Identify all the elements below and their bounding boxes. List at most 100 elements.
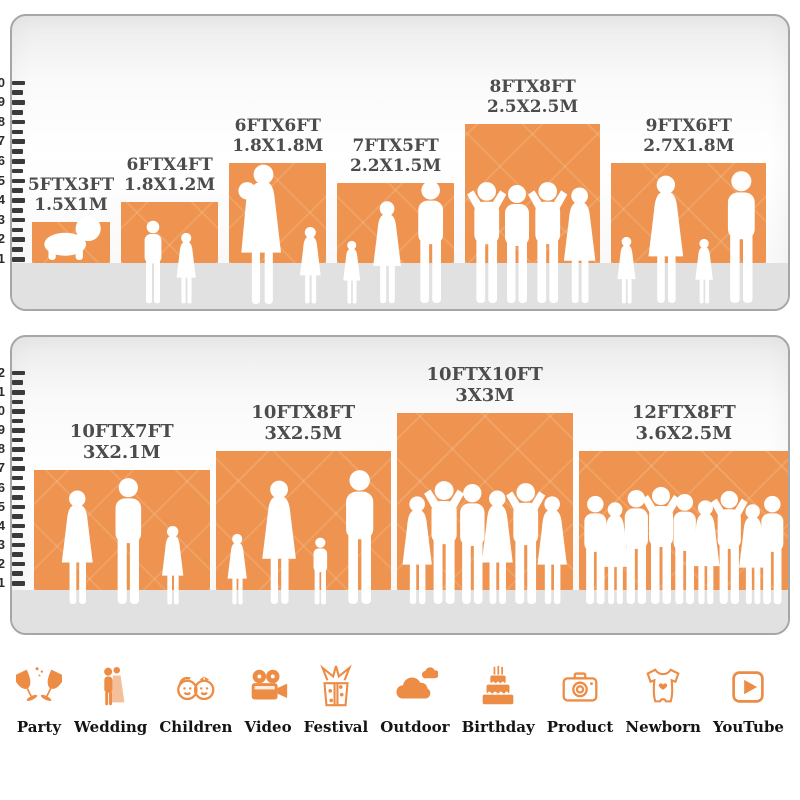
category-label: Product <box>546 718 614 736</box>
ruler-tick-label: 3 <box>0 536 5 552</box>
ruler-tick-label: 8 <box>0 441 5 457</box>
ruler-tick <box>12 504 25 510</box>
backdrop-size-ft: 10FTX10FT <box>426 363 543 385</box>
ruler-minor-tick <box>12 456 23 462</box>
backdrop-size-m: 1.5X1M <box>34 194 108 215</box>
category-party: Party <box>16 658 62 736</box>
video-icon <box>245 658 291 710</box>
category-label: Newborn <box>625 718 701 736</box>
person-silhouette-man <box>754 495 790 605</box>
person-silhouette-woman <box>56 489 99 605</box>
ruler-tick-label: 5 <box>0 498 5 514</box>
party-icon <box>16 658 62 710</box>
ruler-tick <box>12 119 25 125</box>
panel-top-panel: 5FTX3FT 1.5X1M 6FTX4FT 1.8X1.2M 6FTX6FT 1.8X1… <box>10 14 790 311</box>
ruler-tick-label: 2 <box>0 231 5 247</box>
person-silhouette-woman <box>692 238 716 304</box>
ruler-minor-tick <box>12 247 23 252</box>
children-icon <box>173 658 219 710</box>
person-silhouette-man <box>107 477 150 605</box>
panel-bottom-panel: 10FTX7FT 3X2.1M 10FTX8FT 3X2.5M 10FTX10FT 3X3… <box>10 335 790 635</box>
category-row: Party Wedding Children Video Festival Ou… <box>0 658 800 736</box>
ruler-minor-tick <box>12 168 23 174</box>
backdrop-size-ft: 6FTX4FT <box>126 155 213 176</box>
outdoor-icon <box>392 658 438 710</box>
ruler-tick <box>12 257 25 262</box>
ruler-minor-tick <box>12 514 23 519</box>
ruler-minor-tick <box>12 399 23 405</box>
festival-icon <box>313 658 359 710</box>
category-label: Party <box>16 718 62 736</box>
category-label: Birthday <box>461 718 535 736</box>
backdrop-label: 9FTX6FT 2.7X1.8M <box>579 115 788 156</box>
ruler-tick-label: 4 <box>0 517 5 533</box>
ruler-minor-tick <box>12 188 23 193</box>
person-silhouette-womanbaby <box>232 164 288 304</box>
ruler-tick-label: 1 <box>0 575 5 590</box>
ruler-tick-label: 9 <box>0 94 5 110</box>
ruler-tick-label: 11 <box>0 384 5 399</box>
ruler-tick <box>12 198 25 203</box>
backdrop-size-m: 2.2X1.5M <box>350 155 442 176</box>
ruler-tick <box>12 523 25 529</box>
category-label: Outdoor <box>380 718 450 736</box>
ruler-tick <box>12 542 25 548</box>
ruler-tick <box>12 237 25 242</box>
person-silhouette-man <box>337 469 382 605</box>
ruler-tick <box>12 428 25 433</box>
ruler-tick-label: 4 <box>0 192 5 208</box>
ruler-tick <box>12 80 25 86</box>
ruler-tick <box>12 581 25 586</box>
person-silhouette-woman <box>614 236 639 304</box>
wedding-icon <box>88 658 134 710</box>
backdrop-size-m: 3X3M <box>455 384 515 406</box>
ruler-tick <box>12 485 25 490</box>
birthday-icon <box>475 658 521 710</box>
ruler-minor-tick <box>12 90 23 95</box>
category-label: Video <box>244 718 292 736</box>
person-silhouette-man <box>139 220 167 304</box>
category-festival: Festival <box>304 658 368 736</box>
backdrop-size-ft: 10FTX7FT <box>69 420 174 442</box>
category-wedding: Wedding <box>74 658 147 736</box>
category-outdoor: Outdoor <box>380 658 450 736</box>
person-silhouette-woman <box>642 174 690 304</box>
ruler-tick <box>12 178 25 184</box>
backdrop-size-m: 3X2.5M <box>264 423 343 445</box>
category-children: Children <box>159 658 232 736</box>
ruler-tick-label: 6 <box>0 153 5 168</box>
backdrop-size-ft: 12FTX8FT <box>631 401 736 423</box>
product-icon <box>557 658 603 710</box>
ruler-tick-label: 10 <box>0 403 5 419</box>
ruler-tick <box>12 217 25 223</box>
person-silhouette-woman <box>296 226 325 304</box>
category-video: Video <box>244 658 292 736</box>
person-silhouette-man <box>719 170 764 304</box>
person-silhouette-man <box>410 180 451 304</box>
backdrop-size-ft: 6FTX6FT <box>234 115 321 136</box>
ruler-tick <box>12 409 25 414</box>
ruler-tick <box>12 139 25 144</box>
backdrop-size-ft: 10FTX8FT <box>251 401 356 423</box>
ruler-tick-label: 7 <box>0 133 5 149</box>
category-newborn: Newborn <box>625 658 701 736</box>
ruler-tick <box>12 447 25 452</box>
person-silhouette-man <box>309 537 332 605</box>
ruler-tick-label: 9 <box>0 422 5 438</box>
ruler-tick-label: 8 <box>0 113 5 129</box>
backdrop-label: 8FTX8FT 2.5X2.5M <box>423 77 643 117</box>
backdrop-size-m: 1.8X1.2M <box>124 175 216 196</box>
backdrop-label: 6FTX4FT 1.8X1.2M <box>60 155 280 195</box>
newborn-icon <box>640 658 686 710</box>
person-silhouette-woman <box>256 479 302 605</box>
backdrop-size-ft: 9FTX6FT <box>645 115 732 136</box>
ruler-tick-label: 10 <box>0 74 5 90</box>
ruler-tick <box>12 390 25 395</box>
category-label: YouTube <box>712 718 784 736</box>
person-silhouette-baby <box>38 215 105 261</box>
ruler-tick <box>12 561 25 567</box>
backdrop-label: 7FTX5FT 2.2X1.5M <box>286 136 506 176</box>
category-product: Product <box>546 658 614 736</box>
ruler-tick <box>12 100 25 105</box>
